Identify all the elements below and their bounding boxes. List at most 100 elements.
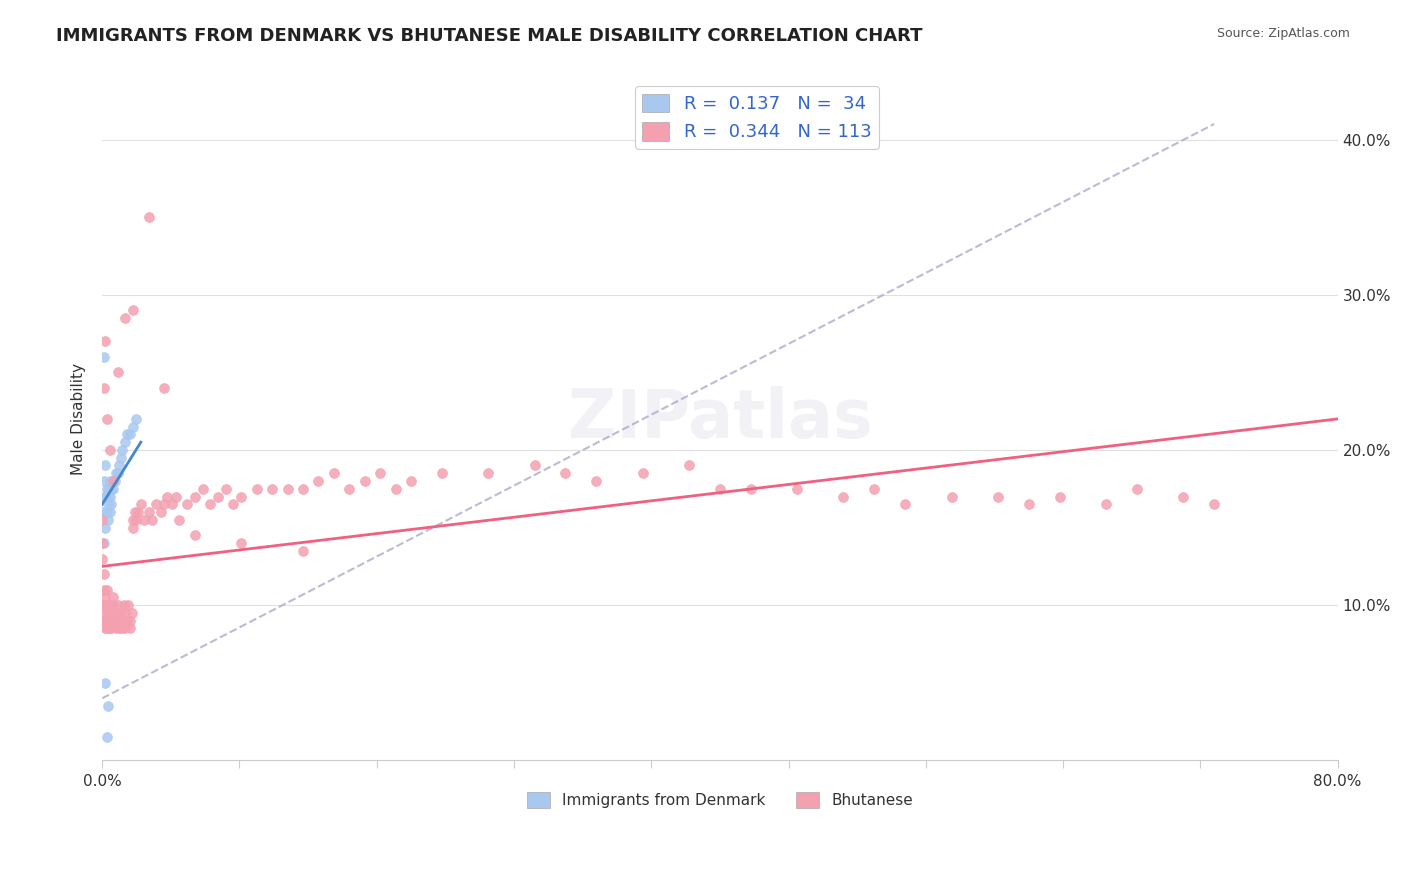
Point <box>107 467 129 481</box>
Point <box>122 520 145 534</box>
Point <box>145 497 167 511</box>
Point <box>153 381 176 395</box>
Point <box>149 505 172 519</box>
Point <box>1018 497 1040 511</box>
Point <box>200 497 222 511</box>
Point <box>101 474 124 488</box>
Point <box>110 614 132 628</box>
Point <box>97 606 120 620</box>
Text: ZIPatlas: ZIPatlas <box>568 386 872 452</box>
Point <box>96 614 118 628</box>
Point <box>107 365 129 379</box>
Point <box>1173 490 1195 504</box>
Point <box>114 622 136 636</box>
Point <box>678 458 700 473</box>
Point <box>96 490 118 504</box>
Point <box>122 419 145 434</box>
Point <box>118 427 141 442</box>
Point <box>1049 490 1071 504</box>
Point <box>94 520 117 534</box>
Point <box>585 474 607 488</box>
Point <box>111 442 134 457</box>
Point <box>94 458 117 473</box>
Point <box>430 467 453 481</box>
Point <box>94 490 117 504</box>
Point <box>91 551 114 566</box>
Point <box>111 622 134 636</box>
Point <box>93 606 115 620</box>
Point <box>97 497 120 511</box>
Point <box>138 505 160 519</box>
Point <box>115 427 138 442</box>
Point <box>153 497 176 511</box>
Point <box>91 505 114 519</box>
Point <box>554 467 576 481</box>
Point <box>100 482 122 496</box>
Point <box>107 598 129 612</box>
Point <box>141 513 163 527</box>
Point <box>176 497 198 511</box>
Point <box>96 598 118 612</box>
Point <box>110 606 132 620</box>
Point <box>117 598 139 612</box>
Point <box>98 490 121 504</box>
Point <box>631 467 654 481</box>
Point <box>165 490 187 504</box>
Point <box>96 505 118 519</box>
Point <box>110 450 132 465</box>
Point <box>368 467 391 481</box>
Point <box>276 482 298 496</box>
Point <box>114 435 136 450</box>
Point <box>94 622 117 636</box>
Point <box>107 606 129 620</box>
Point <box>115 614 138 628</box>
Point <box>96 582 118 597</box>
Point <box>118 614 141 628</box>
Point <box>93 350 115 364</box>
Point <box>96 730 118 744</box>
Y-axis label: Male Disability: Male Disability <box>72 363 86 475</box>
Point <box>121 606 143 620</box>
Point <box>91 536 114 550</box>
Point <box>832 490 855 504</box>
Point <box>1095 497 1118 511</box>
Point <box>101 482 124 496</box>
Point <box>94 675 117 690</box>
Point <box>262 482 284 496</box>
Point <box>108 458 131 473</box>
Text: IMMIGRANTS FROM DENMARK VS BHUTANESE MALE DISABILITY CORRELATION CHART: IMMIGRANTS FROM DENMARK VS BHUTANESE MAL… <box>56 27 922 45</box>
Point <box>709 482 731 496</box>
Point <box>138 210 160 224</box>
Point <box>108 622 131 636</box>
Point <box>103 474 125 488</box>
Point <box>291 544 314 558</box>
Point <box>231 490 253 504</box>
Point <box>101 591 124 605</box>
Point <box>93 381 115 395</box>
Point <box>93 598 115 612</box>
Point <box>103 606 125 620</box>
Point <box>231 536 253 550</box>
Point <box>97 513 120 527</box>
Point <box>160 497 183 511</box>
Point <box>97 614 120 628</box>
Point <box>94 334 117 349</box>
Point <box>98 505 121 519</box>
Point <box>122 303 145 318</box>
Point <box>114 606 136 620</box>
Point <box>98 598 121 612</box>
Point <box>322 467 344 481</box>
Point <box>129 497 152 511</box>
Point <box>107 614 129 628</box>
Point <box>127 505 149 519</box>
Point <box>337 482 360 496</box>
Point <box>740 482 762 496</box>
Point <box>125 412 148 426</box>
Point <box>100 622 122 636</box>
Point <box>169 513 191 527</box>
Point <box>98 606 121 620</box>
Point <box>291 482 314 496</box>
Point <box>523 458 546 473</box>
Point <box>100 497 122 511</box>
Point <box>1126 482 1149 496</box>
